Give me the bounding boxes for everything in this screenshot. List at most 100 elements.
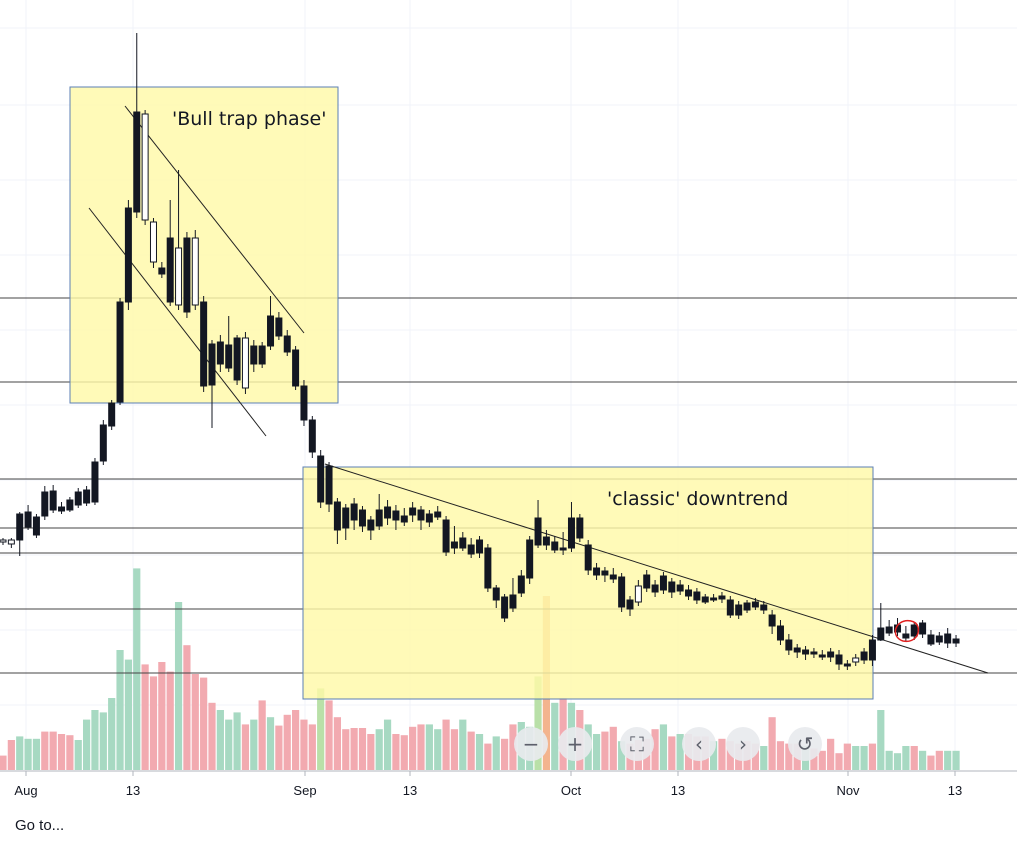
candle-body-down	[183, 237, 191, 313]
candle	[927, 630, 935, 646]
x-tick-label: Aug	[14, 783, 37, 798]
zoom-out-button[interactable]: −	[514, 727, 548, 761]
volume-bar	[149, 676, 158, 770]
volume-bar	[183, 645, 191, 770]
candle	[225, 316, 233, 372]
volume-bar	[350, 728, 358, 770]
candle-body-down	[409, 507, 417, 516]
candle	[710, 594, 718, 602]
scroll-left-button[interactable]: ‹	[682, 727, 716, 761]
candle	[835, 650, 843, 670]
candle-body-up	[141, 113, 149, 221]
x-tick-label: 13	[126, 783, 140, 798]
candle-body-down	[534, 517, 542, 546]
candle-body-down	[417, 509, 425, 521]
candle-body-down	[166, 237, 174, 303]
zoom-in-button[interactable]: +	[558, 727, 592, 761]
volume-bar	[174, 602, 183, 770]
volume-bar	[718, 738, 726, 770]
candle	[868, 635, 876, 666]
candles	[0, 33, 960, 670]
candle-body-down	[375, 509, 383, 527]
downtrend-box	[302, 466, 874, 700]
candle	[751, 598, 759, 610]
candle-body-down	[659, 575, 667, 591]
candle	[292, 346, 300, 390]
candle	[149, 218, 157, 268]
candle-body-down	[392, 510, 400, 521]
candle-body-down	[593, 567, 601, 576]
fullscreen-button[interactable]: ⛶	[620, 727, 654, 761]
x-tick-label: Oct	[561, 783, 582, 798]
candle	[526, 536, 534, 584]
candle-body-down	[400, 515, 408, 523]
candle-body-down	[267, 315, 275, 347]
candle	[400, 508, 408, 526]
candle	[49, 485, 57, 513]
candle	[919, 620, 927, 638]
volume-bar	[434, 729, 442, 770]
candle	[618, 573, 626, 612]
volume-bar	[358, 728, 367, 770]
candle-body-down	[308, 419, 316, 453]
volume-bar	[375, 729, 383, 770]
candle	[643, 570, 651, 592]
x-tick-label: Nov	[836, 783, 860, 798]
volume-bar	[768, 717, 776, 770]
volume-bar	[919, 750, 927, 770]
trend-line	[124, 105, 305, 334]
volume-bar	[57, 734, 66, 770]
candle-body-down	[919, 622, 927, 635]
x-axis: Aug 13 Sep 13 Oct 13 Nov 13	[0, 770, 1017, 798]
candle	[768, 610, 776, 634]
candle	[367, 516, 375, 540]
candle	[517, 570, 525, 597]
candle-body-down	[643, 574, 651, 589]
candle	[392, 505, 400, 530]
volume-bar	[710, 741, 718, 770]
candle-body-down	[158, 267, 166, 275]
volume-bar	[283, 714, 291, 770]
candle-body-down	[802, 649, 810, 655]
candle	[793, 644, 801, 658]
candle-body-down	[618, 576, 626, 608]
candle-body-down	[944, 633, 952, 644]
candle-body-up	[149, 221, 157, 263]
candle	[91, 458, 99, 505]
candle	[450, 526, 458, 554]
candle	[492, 585, 500, 608]
candle	[24, 505, 32, 530]
candle	[718, 592, 726, 603]
candle-body-down	[16, 513, 24, 541]
candle	[333, 498, 341, 544]
candle	[776, 620, 784, 645]
candle	[601, 567, 609, 582]
candle	[191, 230, 199, 310]
candle-body-down	[434, 511, 442, 518]
candle-body-up	[852, 657, 860, 663]
volume-bar	[551, 702, 559, 770]
candle-body-down	[350, 503, 358, 521]
volume-bar	[32, 738, 41, 770]
candle-body-down	[133, 111, 141, 213]
volume-bar	[484, 743, 492, 770]
candle-body-down	[108, 402, 116, 427]
candle-body-down	[216, 341, 224, 365]
candle-body-down	[952, 638, 960, 644]
volume-bar	[392, 734, 400, 770]
volume-bar	[66, 735, 74, 770]
volume-bar	[383, 719, 392, 770]
volume-bar	[250, 719, 258, 770]
candle-body-up	[191, 237, 199, 306]
volume-bar	[49, 731, 57, 770]
scroll-right-button[interactable]: ›	[726, 727, 760, 761]
candle	[567, 502, 575, 552]
candle-body-down	[300, 385, 308, 421]
volume-bar	[258, 700, 266, 770]
goto-date-link[interactable]: Go to...	[15, 817, 65, 834]
reset-chart-button[interactable]: ↺	[788, 727, 822, 761]
candle-body-down	[492, 587, 500, 601]
candle	[7, 538, 15, 548]
candle-body-down	[476, 539, 484, 554]
